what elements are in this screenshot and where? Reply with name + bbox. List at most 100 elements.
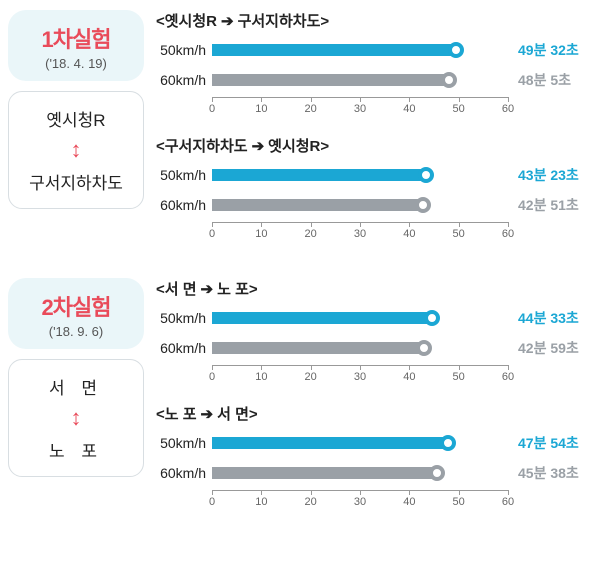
chart-title: <옛시청R➔구서지하차도> <box>156 10 592 31</box>
experiment-date: ('18. 4. 19) <box>14 56 138 71</box>
axis-tick <box>212 97 213 102</box>
axis-tick-label: 60 <box>502 228 514 240</box>
axis-tick <box>508 490 509 495</box>
x-axis: 0102030405060 <box>212 365 508 389</box>
bar-fill <box>212 74 449 86</box>
axis-tick <box>261 365 262 370</box>
axis-tick-label: 30 <box>354 371 366 383</box>
axis-tick-label: 60 <box>502 496 514 508</box>
axis-tick-label: 40 <box>403 103 415 115</box>
experiment-title: 2차실험 <box>14 290 138 322</box>
bar-fill <box>212 342 424 354</box>
chart-block: <옛시청R➔구서지하차도>50km/h49분 32초60km/h48분 5초01… <box>156 10 592 121</box>
x-axis: 0102030405060 <box>212 222 508 246</box>
bar-fill <box>212 437 448 449</box>
axis-tick-label: 50 <box>453 371 465 383</box>
axis-tick-label: 60 <box>502 103 514 115</box>
axis-tick <box>360 97 361 102</box>
axis-tick-label: 0 <box>209 371 215 383</box>
bar-track <box>212 43 508 57</box>
left-column: 2차실험 ('18. 9. 6) 서 면↕노 포 <box>8 278 144 528</box>
chart-title-to: 구서지하차도> <box>238 13 330 30</box>
axis-tick <box>311 222 312 227</box>
axis-tick-label: 0 <box>209 103 215 115</box>
experiment-title: 1차실험 <box>14 22 138 54</box>
axis-tick-label: 0 <box>209 228 215 240</box>
bar-value: 48분 5초 <box>508 70 592 90</box>
bar-fill <box>212 169 426 181</box>
x-axis: 0102030405060 <box>212 490 508 514</box>
bar-label: 60km/h <box>156 340 212 356</box>
bar-label: 50km/h <box>156 310 212 326</box>
arrow-right-icon: ➔ <box>201 406 214 423</box>
axis-tick-label: 20 <box>305 228 317 240</box>
axis-tick <box>261 97 262 102</box>
axis-tick <box>409 490 410 495</box>
experiment-section: 2차실험('18. 9. 6)서 면↕노 포<서 면➔노 포>50km/h44분… <box>8 278 592 528</box>
axis-tick-label: 10 <box>255 496 267 508</box>
bar-fill <box>212 467 437 479</box>
bar-label: 60km/h <box>156 465 212 481</box>
axis-tick <box>459 222 460 227</box>
arrow-right-icon: ➔ <box>252 138 265 155</box>
axis-tick <box>360 490 361 495</box>
axis-tick-label: 10 <box>255 371 267 383</box>
chart-title-from: <노 포 <box>156 406 197 423</box>
bar-row: 60km/h42분 59초 <box>156 335 592 361</box>
bar-value: 47분 54초 <box>508 433 592 453</box>
axis-tick <box>261 222 262 227</box>
chart-title-from: <구서지하차도 <box>156 138 248 155</box>
axis-tick-label: 60 <box>502 371 514 383</box>
axis-tick <box>212 490 213 495</box>
axis-tick <box>212 365 213 370</box>
bar-marker-icon <box>424 310 440 326</box>
bar-value: 43분 23초 <box>508 165 592 185</box>
bar-marker-icon <box>415 197 431 213</box>
bar-label: 60km/h <box>156 197 212 213</box>
chart-block: <노 포➔서 면>50km/h47분 54초60km/h45분 38초01020… <box>156 403 592 514</box>
axis-tick <box>409 97 410 102</box>
bar-marker-icon <box>418 167 434 183</box>
bar-label: 50km/h <box>156 42 212 58</box>
route-endpoint-a: 서 면 <box>15 374 137 399</box>
bar-fill <box>212 312 432 324</box>
route-endpoint-a: 옛시청R <box>15 106 137 131</box>
bidirectional-arrow-icon: ↕ <box>15 137 137 163</box>
bar-track <box>212 311 508 325</box>
axis-tick <box>311 490 312 495</box>
bar-row: 50km/h 47분 54초 <box>156 430 592 456</box>
bar-track <box>212 168 508 182</box>
bar-marker-icon <box>416 340 432 356</box>
bar-marker-icon <box>441 72 457 88</box>
bar-row: 50km/h 49분 32초 <box>156 37 592 63</box>
bar-row: 60km/h48분 5초 <box>156 67 592 93</box>
bar-fill <box>212 199 423 211</box>
bar-fill <box>212 44 456 56</box>
experiment-card: 2차실험 ('18. 9. 6) <box>8 278 144 349</box>
route-card: 옛시청R ↕ 구서지하차도 <box>8 91 144 209</box>
bar-value: 45분 38초 <box>508 463 592 483</box>
chart-title-from: <서 면 <box>156 281 197 298</box>
axis-tick-label: 10 <box>255 228 267 240</box>
route-card: 서 면↕노 포 <box>8 359 144 477</box>
route-endpoint-b: 노 포 <box>15 437 137 462</box>
axis-tick <box>508 97 509 102</box>
bar-value: 49분 32초 <box>508 40 592 60</box>
experiment-date: ('18. 9. 6) <box>14 324 138 339</box>
axis-tick <box>409 365 410 370</box>
chart-title: <서 면➔노 포> <box>156 278 592 299</box>
bar-label: 50km/h <box>156 435 212 451</box>
axis-tick-label: 20 <box>305 103 317 115</box>
axis-tick <box>459 365 460 370</box>
axis-tick <box>360 222 361 227</box>
axis-tick-label: 40 <box>403 228 415 240</box>
left-column: 1차실험 ('18. 4. 19) 옛시청R ↕ 구서지하차도 <box>8 10 144 260</box>
axis-tick-label: 30 <box>354 496 366 508</box>
axis-tick-label: 0 <box>209 496 215 508</box>
axis-tick-label: 40 <box>403 371 415 383</box>
route-endpoint-b: 구서지하차도 <box>15 169 137 194</box>
bar-track <box>212 466 508 480</box>
bar-track <box>212 436 508 450</box>
bar-track <box>212 73 508 87</box>
chart-block: <구서지하차도➔옛시청R>50km/h43분 23초60km/h42분 51초0… <box>156 135 592 246</box>
